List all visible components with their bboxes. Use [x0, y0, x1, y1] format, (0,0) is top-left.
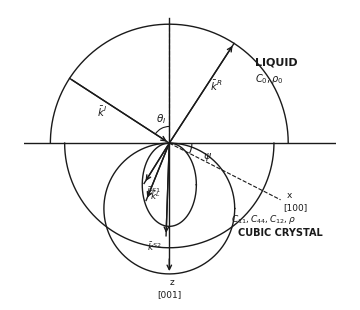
Text: $\bar{k}^{S1}$: $\bar{k}^{S1}$ [147, 185, 161, 197]
Text: $\theta_I$: $\theta_I$ [156, 113, 166, 126]
Text: $\psi$: $\psi$ [203, 151, 212, 163]
Text: $\bar{k}^I$: $\bar{k}^I$ [97, 105, 107, 119]
Text: $\bar{k}^R$: $\bar{k}^R$ [210, 79, 222, 93]
Text: [100]: [100] [283, 204, 307, 213]
Text: $C_0, \rho_0$: $C_0, \rho_0$ [255, 72, 283, 86]
Text: LIQUID: LIQUID [255, 57, 298, 67]
Text: CUBIC CRYSTAL: CUBIC CRYSTAL [238, 228, 323, 238]
Text: $\bar{k}^{S2}$: $\bar{k}^{S2}$ [147, 241, 161, 254]
Text: $\bar{k}^L$: $\bar{k}^L$ [150, 189, 160, 202]
Text: x: x [287, 191, 292, 200]
Text: z: z [169, 278, 174, 287]
Text: [001]: [001] [157, 290, 181, 299]
Text: $C_{11}, C_{44}, C_{12}, \rho$: $C_{11}, C_{44}, C_{12}, \rho$ [231, 213, 296, 226]
